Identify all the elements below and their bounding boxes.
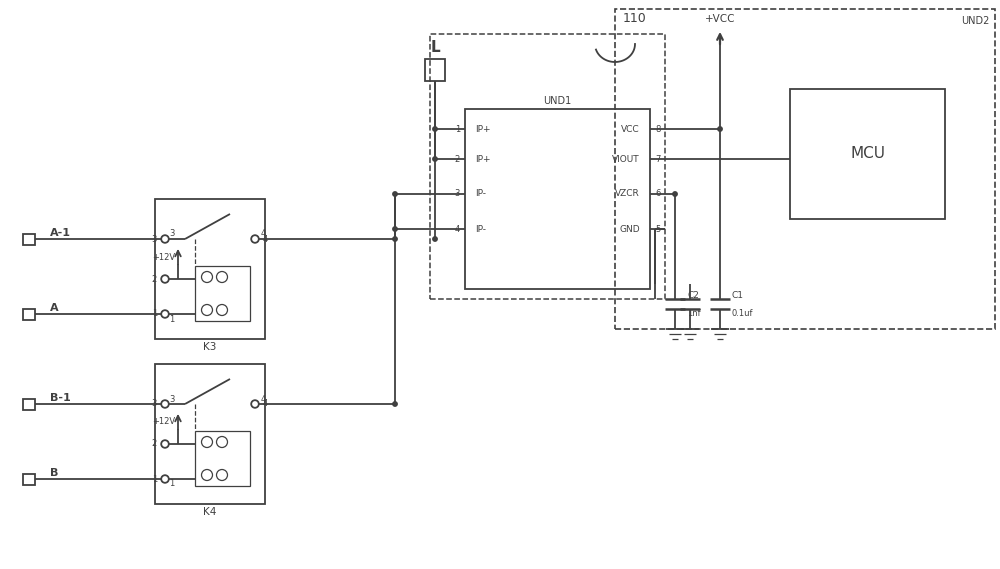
Circle shape	[393, 237, 397, 241]
Text: 3: 3	[152, 234, 157, 244]
Text: 3: 3	[169, 229, 175, 238]
Bar	[195, 431, 250, 486]
Text: 4: 4	[263, 399, 268, 409]
Bar	[155, 199, 265, 339]
Text: K4: K4	[203, 507, 217, 517]
Text: L: L	[430, 39, 440, 55]
Text: C2: C2	[687, 291, 699, 300]
Text: 110: 110	[623, 13, 647, 26]
Text: 1nf: 1nf	[687, 310, 701, 319]
Text: K3: K3	[203, 342, 217, 352]
Text: 2: 2	[152, 274, 157, 283]
Text: +12V: +12V	[152, 418, 175, 427]
Text: 3: 3	[152, 399, 157, 409]
Circle shape	[393, 227, 397, 231]
Text: MCU: MCU	[850, 146, 885, 162]
Text: 2: 2	[455, 155, 460, 163]
Text: IP+: IP+	[475, 155, 490, 163]
Circle shape	[433, 127, 437, 131]
Circle shape	[673, 192, 677, 196]
Bar	[23, 398, 35, 410]
Text: 1: 1	[169, 480, 175, 489]
Text: IP-: IP-	[475, 189, 486, 199]
Bar	[23, 473, 35, 484]
Text: UND2: UND2	[962, 16, 990, 26]
Text: B-1: B-1	[50, 393, 71, 403]
Bar	[195, 266, 250, 321]
Circle shape	[393, 402, 397, 406]
Text: 7: 7	[655, 155, 660, 163]
Text: 2: 2	[152, 439, 157, 448]
Text: A: A	[50, 303, 59, 313]
Bar	[23, 233, 35, 245]
Circle shape	[433, 237, 437, 241]
Text: 4: 4	[260, 229, 266, 238]
Bar	[790, 89, 945, 219]
Bar	[23, 308, 35, 320]
Bar	[465, 109, 650, 289]
Text: 1: 1	[455, 125, 460, 134]
Text: VCC: VCC	[621, 125, 640, 134]
Text: C1: C1	[732, 291, 744, 300]
Text: GND: GND	[619, 225, 640, 233]
Text: IP+: IP+	[475, 125, 490, 134]
Text: +VCC: +VCC	[705, 14, 735, 24]
Text: 1: 1	[152, 475, 157, 484]
Text: 4: 4	[263, 234, 268, 244]
Text: IP-: IP-	[475, 225, 486, 233]
Text: B: B	[50, 468, 58, 478]
Text: 4: 4	[260, 394, 266, 403]
Bar	[615, 9, 995, 329]
Text: 6: 6	[655, 189, 660, 199]
Text: 5: 5	[655, 225, 660, 233]
Bar	[425, 59, 445, 81]
Text: 4: 4	[455, 225, 460, 233]
Text: 0.1uf: 0.1uf	[732, 310, 754, 319]
Text: 3: 3	[169, 394, 175, 403]
Circle shape	[393, 192, 397, 196]
Text: A-1: A-1	[50, 228, 71, 238]
Text: 8: 8	[655, 125, 660, 134]
Text: 1: 1	[169, 315, 175, 324]
Text: +12V: +12V	[152, 253, 175, 262]
Text: 3: 3	[455, 189, 460, 199]
Circle shape	[718, 127, 722, 131]
Bar	[430, 34, 665, 299]
Circle shape	[433, 157, 437, 161]
Text: 1: 1	[152, 310, 157, 319]
Text: VZCR: VZCR	[615, 189, 640, 199]
Text: VIOUT: VIOUT	[612, 155, 640, 163]
Bar	[155, 364, 265, 504]
Text: UND1: UND1	[543, 96, 572, 106]
